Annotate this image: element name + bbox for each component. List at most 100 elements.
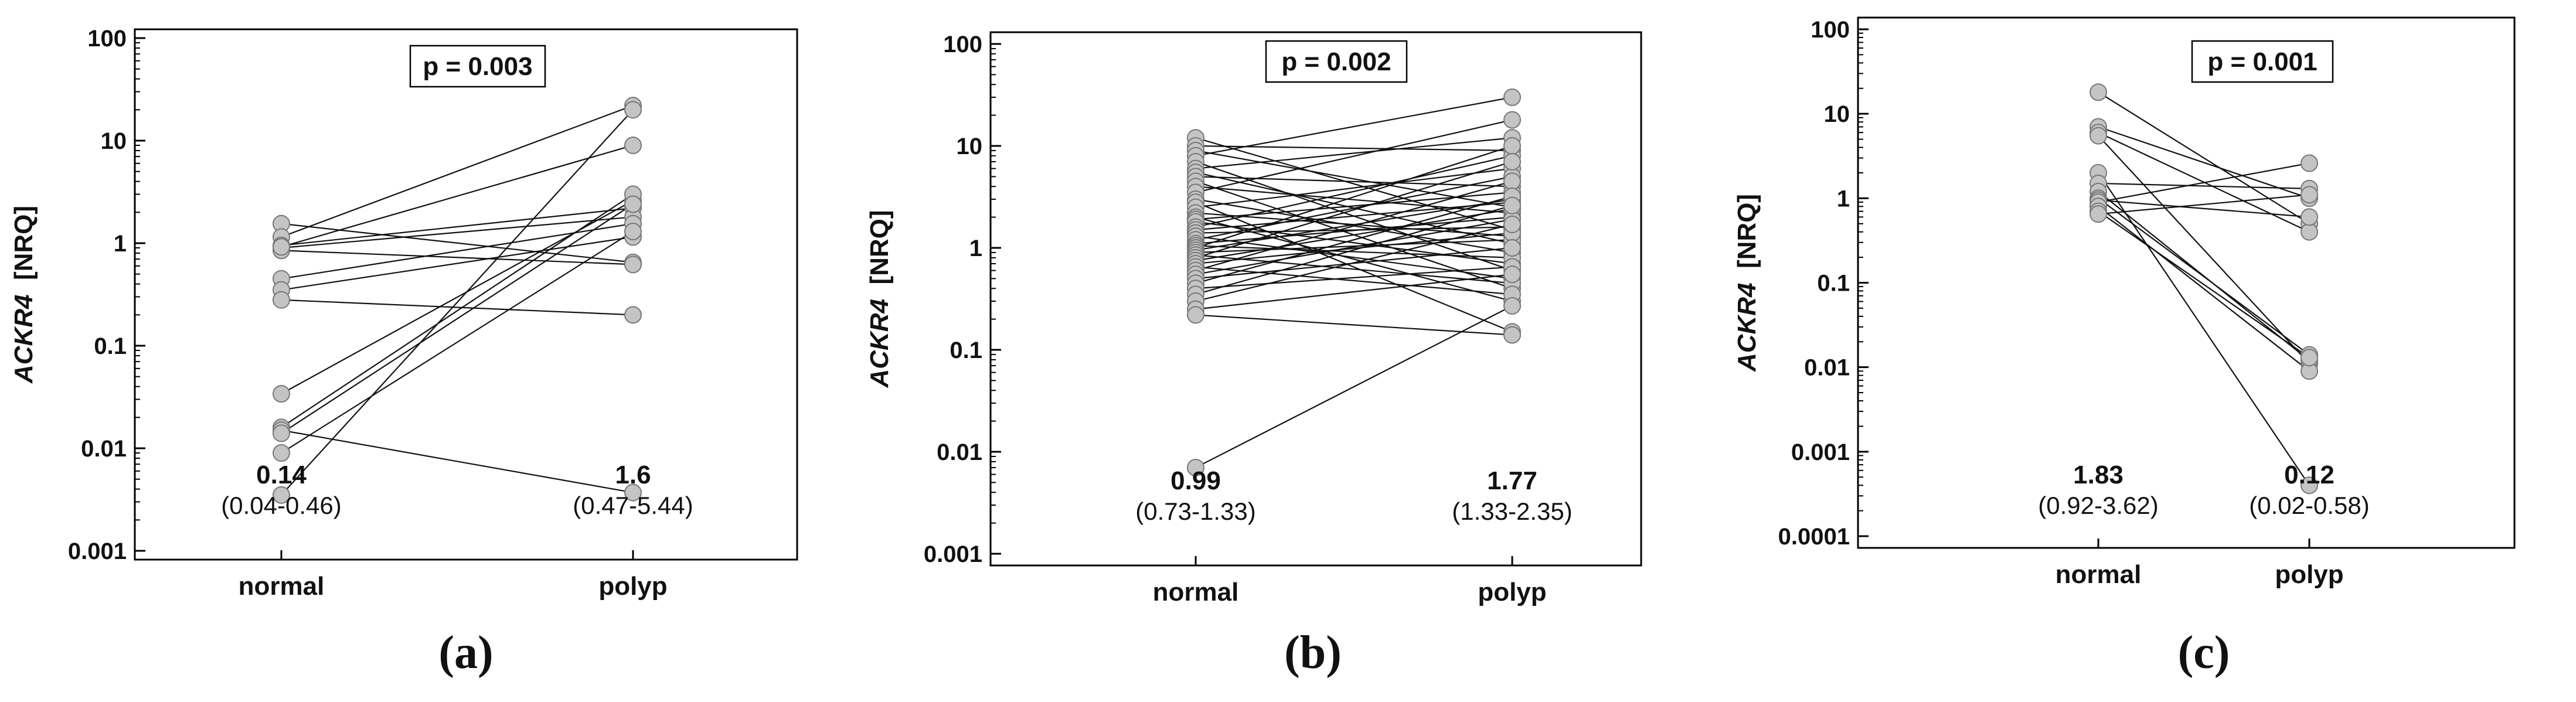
y-tick-label: 0.001	[1791, 439, 1850, 465]
x-category-label: polyp	[598, 572, 667, 601]
y-axis-label: ACKR4 [NRQ]	[9, 206, 38, 384]
pair-line	[1195, 254, 1513, 284]
polyp-point	[2301, 476, 2318, 495]
panel-label: (a)	[438, 627, 493, 679]
iqr-label: (0.47-5.44)	[573, 492, 693, 519]
polyp-point	[1503, 152, 1521, 171]
pair-line	[281, 216, 634, 249]
normal-point	[273, 444, 290, 462]
p-value-box	[2191, 40, 2334, 83]
polyp-point	[624, 137, 642, 155]
pair-line	[1195, 137, 1513, 169]
y-axis-label: ACKR4 [NRQ]	[1733, 194, 1761, 372]
pair-line	[1195, 176, 1513, 241]
y-tick-label: 100	[943, 32, 982, 57]
median-label: 0.12	[2284, 461, 2335, 489]
pair-line	[281, 430, 634, 493]
pair-line	[1195, 274, 1513, 310]
y-tick-label: 10	[1824, 101, 1850, 127]
x-category-label: polyp	[1478, 578, 1546, 606]
polyp-point	[2301, 223, 2318, 241]
x-category-label: normal	[239, 572, 325, 601]
median-label: 1.83	[2073, 461, 2124, 489]
plot-frame	[1857, 16, 2516, 549]
chart-panel-2: 0.001 0.01 0.1 1 10 100 normal polyp ACKR4 [NRQ]…	[865, 31, 1642, 679]
pair-line	[2098, 199, 2310, 218]
panel-label: (b)	[1284, 627, 1342, 679]
pair-line	[1195, 245, 1513, 258]
y-tick-label: 10	[101, 128, 127, 154]
pair-line	[2098, 197, 2310, 356]
pair-line	[281, 236, 634, 291]
normal-point	[1187, 458, 1204, 476]
pair-line	[281, 231, 634, 454]
polyp-point	[1503, 326, 1521, 344]
pair-line	[281, 144, 634, 248]
iqr-label: (0.92-3.62)	[2038, 492, 2158, 519]
normal-point	[273, 486, 290, 504]
polyp-point	[1503, 297, 1521, 315]
normal-point	[273, 291, 290, 309]
polyp-point	[624, 195, 642, 213]
y-tick-label: 0.01	[81, 436, 127, 462]
polyp-point	[1503, 137, 1521, 155]
pair-line	[1195, 149, 1513, 208]
plot-frame	[134, 28, 798, 561]
median-label: 1.77	[1487, 466, 1537, 495]
pair-line	[281, 207, 634, 246]
pair-line	[281, 203, 634, 434]
pair-line	[2098, 162, 2310, 203]
y-axis-unit: [NRQ]	[1733, 194, 1761, 283]
pair-line	[1195, 208, 1513, 261]
y-tick-label: 1	[114, 231, 127, 257]
pair-line	[2098, 126, 2310, 199]
pair-line	[1195, 180, 1513, 271]
pair-line	[1195, 223, 1513, 302]
pair-line	[1195, 239, 1513, 254]
polyp-point	[1503, 196, 1521, 214]
normal-point	[1187, 306, 1204, 324]
chart-panel-3: 0.0001 0.001 0.01 0.1 1 10 100 normal polyp ACKR4…	[1733, 16, 2516, 679]
y-axis-unit: [NRQ]	[865, 210, 894, 299]
y-tick-label: 0.01	[937, 439, 982, 465]
polyp-point	[2301, 154, 2318, 172]
pair-line	[1195, 155, 1513, 228]
iqr-label: (1.33-2.35)	[1452, 497, 1572, 525]
pair-line	[281, 250, 634, 265]
pair-line	[1195, 176, 1513, 188]
pair-line	[2098, 206, 2310, 372]
pair-line	[1195, 202, 1513, 333]
x-category-label: normal	[1153, 578, 1239, 606]
pair-line	[1195, 236, 1513, 280]
median-label: 1.6	[615, 461, 651, 489]
y-tick-label: 100	[1811, 17, 1850, 43]
pair-line	[2098, 182, 2310, 190]
normal-point	[273, 424, 290, 442]
p-value-label: p = 0.003	[423, 52, 532, 81]
x-category-label: normal	[2056, 560, 2142, 589]
y-tick-label: 1	[1837, 186, 1850, 212]
panel-label: (c)	[2178, 627, 2230, 679]
y-axis-gene: ACKR4	[865, 299, 894, 389]
pair-line	[1195, 314, 1513, 336]
y-tick-label: 0.0001	[1778, 524, 1850, 550]
polyp-point	[624, 306, 642, 324]
median-label: 0.14	[256, 461, 307, 489]
y-axis-gene: ACKR4	[9, 294, 38, 384]
pair-line	[281, 299, 634, 316]
polyp-point	[1503, 239, 1521, 257]
chart-panel-1: 0.001 0.01 0.1 1 10 100 normal polyp ACKR4 [NRQ]…	[9, 26, 798, 679]
normal-point	[2090, 83, 2107, 101]
polyp-point	[624, 223, 642, 241]
y-axis-gene: ACKR4	[1733, 282, 1761, 372]
median-label: 0.99	[1170, 466, 1221, 495]
pair-line	[1195, 161, 1513, 258]
polyp-point	[624, 101, 642, 119]
y-axis-label: ACKR4 [NRQ]	[865, 210, 894, 388]
pair-line	[1195, 186, 1513, 214]
pair-line	[1195, 219, 1513, 275]
pair-line	[281, 193, 634, 428]
pair-line	[1195, 145, 1513, 249]
polyp-point	[2301, 349, 2318, 367]
